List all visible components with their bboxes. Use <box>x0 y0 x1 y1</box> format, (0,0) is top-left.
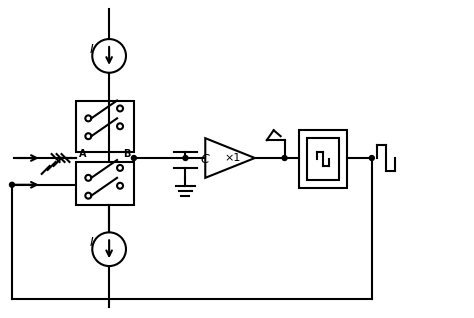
Circle shape <box>9 182 15 187</box>
Text: I: I <box>89 236 93 249</box>
Circle shape <box>282 156 287 161</box>
Text: B: B <box>123 149 130 159</box>
Bar <box>76 162 134 204</box>
Bar <box>76 100 134 152</box>
Text: A: A <box>79 149 87 159</box>
Circle shape <box>369 156 374 161</box>
Bar <box>307 138 339 180</box>
Circle shape <box>183 156 188 161</box>
Text: C: C <box>201 154 209 167</box>
Text: I: I <box>89 43 93 56</box>
Bar <box>300 130 347 188</box>
Text: ×1: ×1 <box>225 153 241 163</box>
Circle shape <box>131 156 137 161</box>
